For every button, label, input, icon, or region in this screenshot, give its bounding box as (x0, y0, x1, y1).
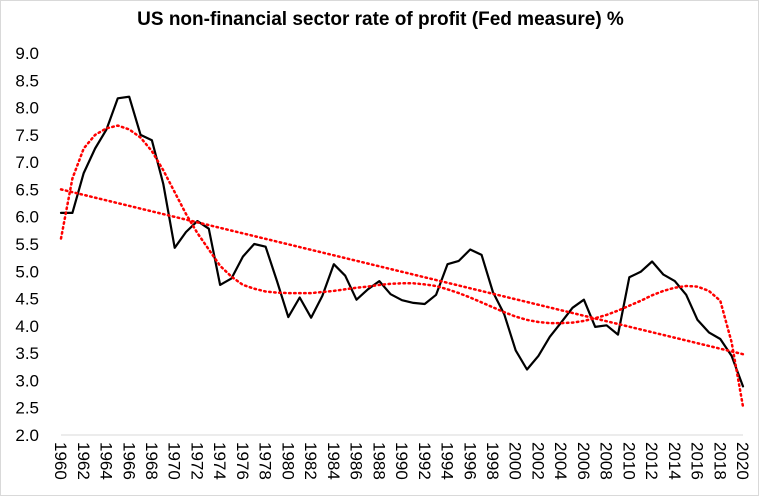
x-tick-label: 1994 (438, 442, 457, 480)
y-tick-label: 7.5 (15, 126, 39, 145)
x-tick-label: 1992 (415, 442, 434, 480)
x-tick-label: 1970 (165, 442, 184, 480)
x-tick-label: 1984 (324, 442, 343, 480)
y-tick-label: 6.5 (15, 180, 39, 199)
x-tick-label: 1964 (97, 442, 116, 480)
chart-title: US non-financial sector rate of profit (… (137, 9, 624, 30)
x-tick-label: 2002 (528, 442, 547, 480)
x-tick-label: 2006 (574, 442, 593, 480)
x-tick-label: 2000 (506, 442, 525, 480)
x-tick-label: 1980 (278, 442, 297, 480)
x-tick-label: 1962 (74, 442, 93, 480)
polynomial-trend-line (59, 124, 745, 408)
x-tick-label: 2016 (688, 442, 707, 480)
x-tick-label: 1972 (187, 442, 206, 480)
y-tick-label: 4.5 (15, 290, 39, 309)
x-tick-label: 2010 (619, 442, 638, 480)
y-tick-label: 5.5 (15, 235, 39, 254)
x-tick-label: 1988 (369, 442, 388, 480)
x-tick-label: 1966 (119, 442, 138, 480)
profit-rate-line (59, 95, 745, 388)
x-tick-label: 1960 (51, 442, 70, 480)
y-tick-label: 4.0 (15, 317, 39, 336)
x-tick-label: 2018 (710, 442, 729, 480)
y-tick-label: 3.0 (15, 371, 39, 390)
x-tick-label: 1978 (256, 442, 275, 480)
y-tick-label: 2.5 (15, 399, 39, 418)
x-tick-label: 2008 (597, 442, 616, 480)
y-tick-label: 5.0 (15, 262, 39, 281)
y-tick-label: 7.0 (15, 153, 39, 172)
x-tick-label: 2004 (551, 442, 570, 480)
x-tick-label: 1998 (483, 442, 502, 480)
x-tick-label: 1982 (301, 442, 320, 480)
y-tick-label: 2.0 (15, 426, 39, 445)
y-tick-label: 8.5 (15, 71, 39, 90)
x-tick-label: 1990 (392, 442, 411, 480)
x-tick-label: 2020 (733, 442, 752, 480)
x-tick-label: 1996 (460, 442, 479, 480)
x-tick-label: 1974 (210, 442, 229, 480)
y-tick-label: 9.0 (15, 44, 39, 63)
x-tick-label: 1986 (347, 442, 366, 480)
x-tick-label: 1976 (233, 442, 252, 480)
y-tick-label: 6.0 (15, 208, 39, 227)
x-tick-label: 2014 (665, 442, 684, 480)
x-tick-label: 1968 (142, 442, 161, 480)
y-tick-label: 8.0 (15, 99, 39, 118)
linear-trend-line (59, 188, 745, 356)
y-tick-label: 3.5 (15, 344, 39, 363)
x-tick-label: 2012 (642, 442, 661, 480)
